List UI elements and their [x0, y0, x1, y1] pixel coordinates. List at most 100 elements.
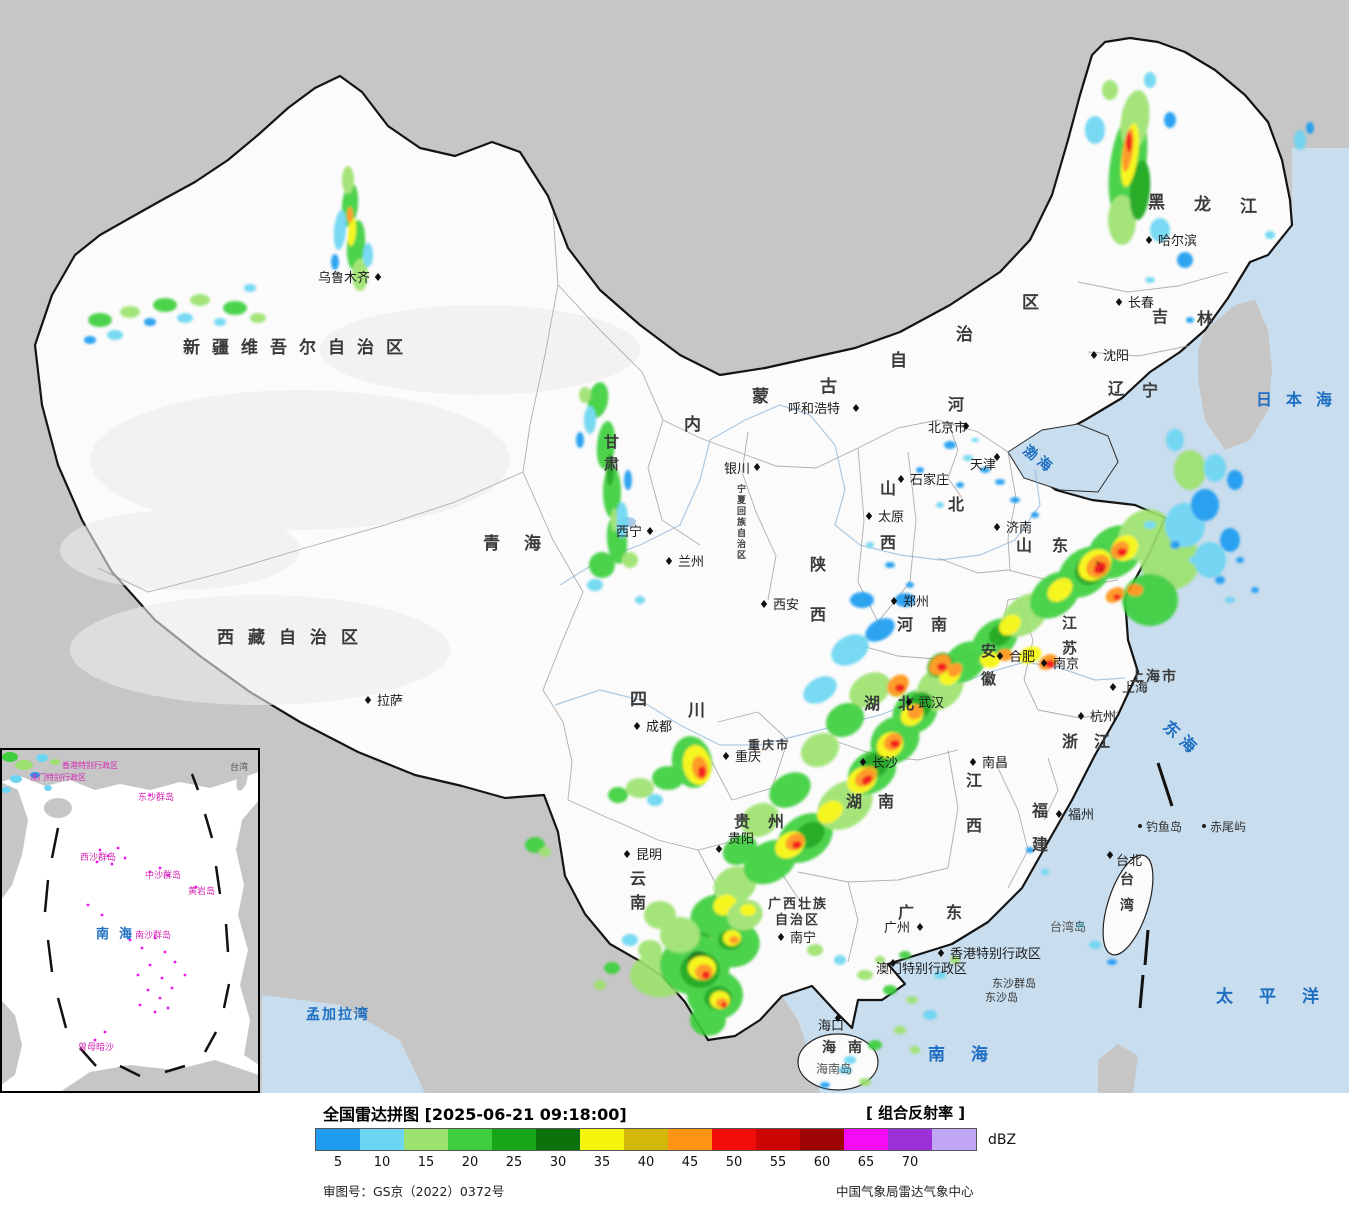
- radar-echo: [859, 1078, 871, 1086]
- inset-island-label: 台湾: [230, 761, 248, 773]
- radar-echo: [342, 166, 354, 194]
- province-label: 蒙: [752, 386, 769, 407]
- city-marker: [890, 597, 898, 605]
- radar-echo: [1129, 160, 1151, 220]
- inset-boundary-dash: [222, 983, 231, 1009]
- inset-boundary-dash: [203, 813, 214, 839]
- radar-echo: [910, 1046, 920, 1054]
- city-label: 武汉: [918, 696, 944, 711]
- radar-echo: [885, 562, 895, 568]
- radar-echo: [980, 467, 990, 473]
- sea-label: 太平洋: [1216, 986, 1345, 1007]
- radar-echo-layer: [84, 72, 1314, 1088]
- city-label: 济南: [1006, 520, 1032, 536]
- city-marker: [1077, 712, 1085, 720]
- city-marker: [905, 698, 913, 706]
- province-label: 西藏自治区: [217, 627, 372, 648]
- inset-island-dot: [148, 963, 152, 967]
- city-label: 南宁: [790, 930, 816, 946]
- city-marker: [665, 557, 673, 565]
- radar-echo: [1122, 574, 1178, 626]
- city-label: 太原: [878, 510, 904, 525]
- radar-echo: [1215, 576, 1225, 584]
- province-label: 青海: [483, 533, 565, 554]
- inset-radar-echo: [15, 760, 33, 770]
- city-marker: [722, 752, 730, 760]
- radar-echo: [1150, 218, 1170, 242]
- radar-echo: [825, 702, 865, 738]
- radar-echo: [1089, 941, 1101, 949]
- radar-echo: [1085, 116, 1105, 144]
- radar-echo: [844, 1056, 856, 1064]
- city-marker: [993, 453, 1001, 461]
- city-label: 杭州: [1090, 710, 1116, 725]
- radar-echo: [831, 634, 869, 666]
- radar-echo: [906, 996, 918, 1004]
- legend-tick: 15: [417, 1155, 435, 1170]
- province-label: 上海市: [1130, 668, 1178, 685]
- province-label: 浙江: [1062, 732, 1126, 751]
- city-label: 拉萨: [377, 694, 403, 709]
- radar-echo: [1045, 660, 1055, 668]
- province-label: 海南: [822, 1039, 874, 1056]
- radar-echo: [850, 592, 874, 608]
- radar-echo: [611, 508, 617, 532]
- province-label: 广东: [898, 903, 994, 922]
- province-label: 北: [948, 495, 964, 514]
- radar-echo: [807, 944, 823, 956]
- inset-boundary-dash: [203, 1031, 218, 1053]
- radar-echo: [584, 406, 596, 434]
- island-dot: [1138, 824, 1142, 828]
- legend-tick: 40: [637, 1155, 655, 1170]
- legend-tick: 30: [549, 1155, 567, 1170]
- city-label: 哈尔滨: [1158, 233, 1197, 249]
- legend-swatch: [668, 1129, 712, 1150]
- city-marker: [1115, 298, 1123, 306]
- province-label: 江苏: [1062, 614, 1077, 657]
- city-marker: [760, 600, 768, 608]
- radar-echo: [916, 467, 924, 473]
- product-label: [ 组合反射率 ]: [866, 1104, 966, 1122]
- radar-echo: [88, 313, 112, 327]
- legend-tick: 20: [461, 1155, 479, 1170]
- legend-tick-labels: 5 10 15 20 25 30 35 40 45 50 55 60 65 70: [0, 1093, 1349, 1208]
- radar-echo: [1204, 454, 1226, 482]
- radar-echo: [944, 441, 956, 449]
- inset-boundary-dash: [56, 997, 68, 1029]
- radar-echo: [866, 542, 874, 548]
- city-label: 沈阳: [1103, 349, 1129, 364]
- inset-island-label: 香港特别行政区: [62, 760, 118, 770]
- inset-radar-echo: [44, 785, 52, 791]
- radar-echo: [587, 579, 603, 591]
- province-label: 重庆市: [748, 737, 790, 752]
- city-marker: [364, 696, 372, 704]
- radar-echo: [1117, 548, 1127, 556]
- sea-label: 日本海: [1256, 390, 1346, 409]
- legend-swatch: [580, 1129, 624, 1150]
- city-label: 上海: [1122, 681, 1148, 696]
- city-marker: [834, 1014, 842, 1022]
- radar-echo: [894, 1026, 906, 1034]
- radar-echo: [1144, 521, 1156, 529]
- sea-label: 南海: [928, 1044, 1014, 1065]
- radar-echo: [769, 772, 811, 808]
- radar-echo: [153, 298, 177, 312]
- inset-boundary-dash: [190, 773, 200, 791]
- legend-tick: 45: [681, 1155, 699, 1170]
- radar-echo: [1225, 597, 1235, 603]
- inset-land-east: [236, 800, 259, 1065]
- inset-radar-echo: [10, 775, 22, 783]
- radar-echo: [638, 940, 662, 960]
- city-marker: [1109, 683, 1117, 691]
- radar-echo: [875, 956, 885, 964]
- radar-echo: [604, 962, 620, 974]
- radar-echo: [1186, 317, 1194, 323]
- inset-boundary-dash: [46, 939, 54, 973]
- province-label: 龙: [1193, 194, 1211, 215]
- radar-echo: [107, 330, 123, 340]
- legend-tick: 35: [593, 1155, 611, 1170]
- province-label: 古: [820, 376, 837, 397]
- radar-echo: [1102, 80, 1118, 100]
- terrain-shading: [60, 305, 640, 705]
- city-label: 郑州: [903, 595, 929, 610]
